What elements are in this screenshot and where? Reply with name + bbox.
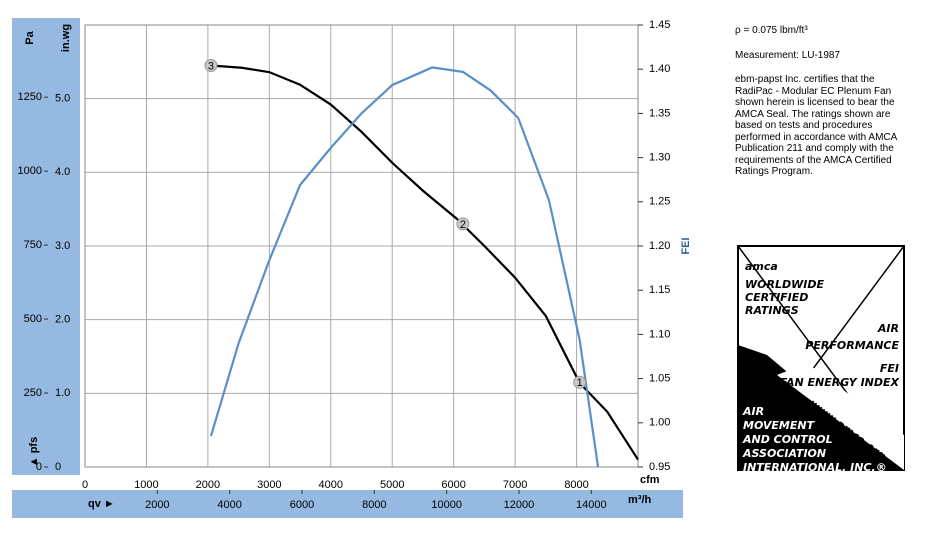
statement: ebm-papst Inc. certifies that the RadiPa…: [735, 74, 897, 177]
logo-air: AIR: [877, 322, 899, 335]
y-tick-label: 4.0: [55, 166, 70, 178]
operating-point-label: 3: [208, 60, 214, 72]
logo-assoc: AND CONTROL: [742, 433, 833, 446]
series-line: [210, 64, 639, 461]
x-tick-label: 6000: [441, 479, 465, 491]
y2-tick-label: 1.30: [649, 152, 670, 164]
x-tick-label: 1000: [134, 479, 158, 491]
y-tick-label: 5.0: [55, 93, 70, 105]
y3-tick-label: 500: [24, 313, 42, 325]
flow-symbol: qv ►: [88, 498, 115, 510]
operating-point: [573, 375, 587, 389]
x-tick-label: 5000: [380, 479, 404, 491]
x2-tick-label: 2000: [145, 499, 169, 511]
logo-band: [777, 363, 904, 470]
logo-assoc: MOVEMENT: [743, 419, 816, 432]
y2-tick-label: 1.40: [649, 63, 670, 75]
y3-tick-label: 1250: [18, 91, 42, 103]
x2-tick-label: 10000: [431, 499, 462, 511]
operating-point: [204, 59, 218, 73]
logo-line: CERTIFIED: [745, 291, 808, 304]
logo-assoc: AIR: [742, 405, 764, 418]
left-axis-band: [12, 18, 80, 475]
y2-tick-label: 1.20: [649, 240, 670, 252]
logo-fei: FEI: [880, 362, 899, 375]
measurement: Measurement: LU-1987: [735, 49, 841, 61]
logo-line: WORLDWIDE: [745, 278, 824, 291]
x-tick-label: 8000: [564, 479, 588, 491]
y2-tick-label: 1.45: [649, 19, 670, 31]
x-label: cfm: [640, 474, 660, 486]
bottom-axis-band: [12, 490, 683, 518]
x2-tick-label: 6000: [290, 499, 314, 511]
x2-tick-label: 8000: [362, 499, 386, 511]
x2-tick-label: 4000: [217, 499, 241, 511]
y-tick-label: 1.0: [55, 387, 70, 399]
pressure-symbol: ▲ pfs: [28, 437, 40, 467]
x-tick-label: 7000: [503, 479, 527, 491]
operating-point-label: 2: [460, 219, 466, 231]
x-tick-label: 4000: [319, 479, 343, 491]
x-tick-label: 3000: [257, 479, 281, 491]
operating-point: [456, 217, 470, 231]
logo-performance: PERFORMANCE: [805, 339, 899, 352]
logo-fei-full: FAN ENERGY INDEX: [780, 376, 900, 389]
x2-tick-label: 12000: [504, 499, 535, 511]
logo-assoc: ASSOCIATION: [742, 447, 826, 460]
y-label: in.wg: [60, 24, 72, 52]
y-tick-label: 0: [55, 461, 61, 473]
y2-label: FEI: [680, 237, 692, 254]
logo-brand: amca: [745, 260, 778, 273]
side-panel: ρ = 0.075 lbm/ft³ Measurement: LU-1987 e…: [735, 25, 905, 191]
operating-point-label: 1: [577, 377, 583, 389]
y2-tick-label: 1.05: [649, 373, 670, 385]
y3-tick-label: 0: [36, 461, 42, 473]
x-tick-label: 0: [82, 479, 88, 491]
amca-logo: amca WORLDWIDE CERTIFIED RATINGS AIR PER…: [737, 245, 905, 473]
y2-tick-label: 1.15: [649, 284, 670, 296]
y3-tick-label: 750: [24, 239, 42, 251]
y-tick-label: 3.0: [55, 240, 70, 252]
logo-line: RATINGS: [745, 304, 799, 317]
y2-tick-label: 0.95: [649, 461, 670, 473]
y2-tick-label: 1.25: [649, 196, 670, 208]
x2-tick-label: 14000: [576, 499, 607, 511]
y-tick-label: 2.0: [55, 314, 70, 326]
y3-tick-label: 1000: [18, 165, 42, 177]
y3-label: Pa: [24, 30, 36, 44]
logo-assoc: INTERNATIONAL, INC.®: [743, 461, 887, 473]
chart: Pa in.wg ▲ pfs FEI cfm m³/h qv ► 0 1000 20…: [12, 18, 692, 518]
series-line: [209, 66, 600, 468]
density: ρ = 0.075 lbm/ft³: [735, 25, 808, 36]
y3-tick-label: 250: [24, 387, 42, 399]
y2-tick-label: 1.35: [649, 107, 670, 119]
x-tick-label: 2000: [196, 479, 220, 491]
x2-label: m³/h: [628, 494, 652, 506]
y2-tick-label: 1.10: [649, 328, 670, 340]
y2-tick-label: 1.00: [649, 417, 670, 429]
